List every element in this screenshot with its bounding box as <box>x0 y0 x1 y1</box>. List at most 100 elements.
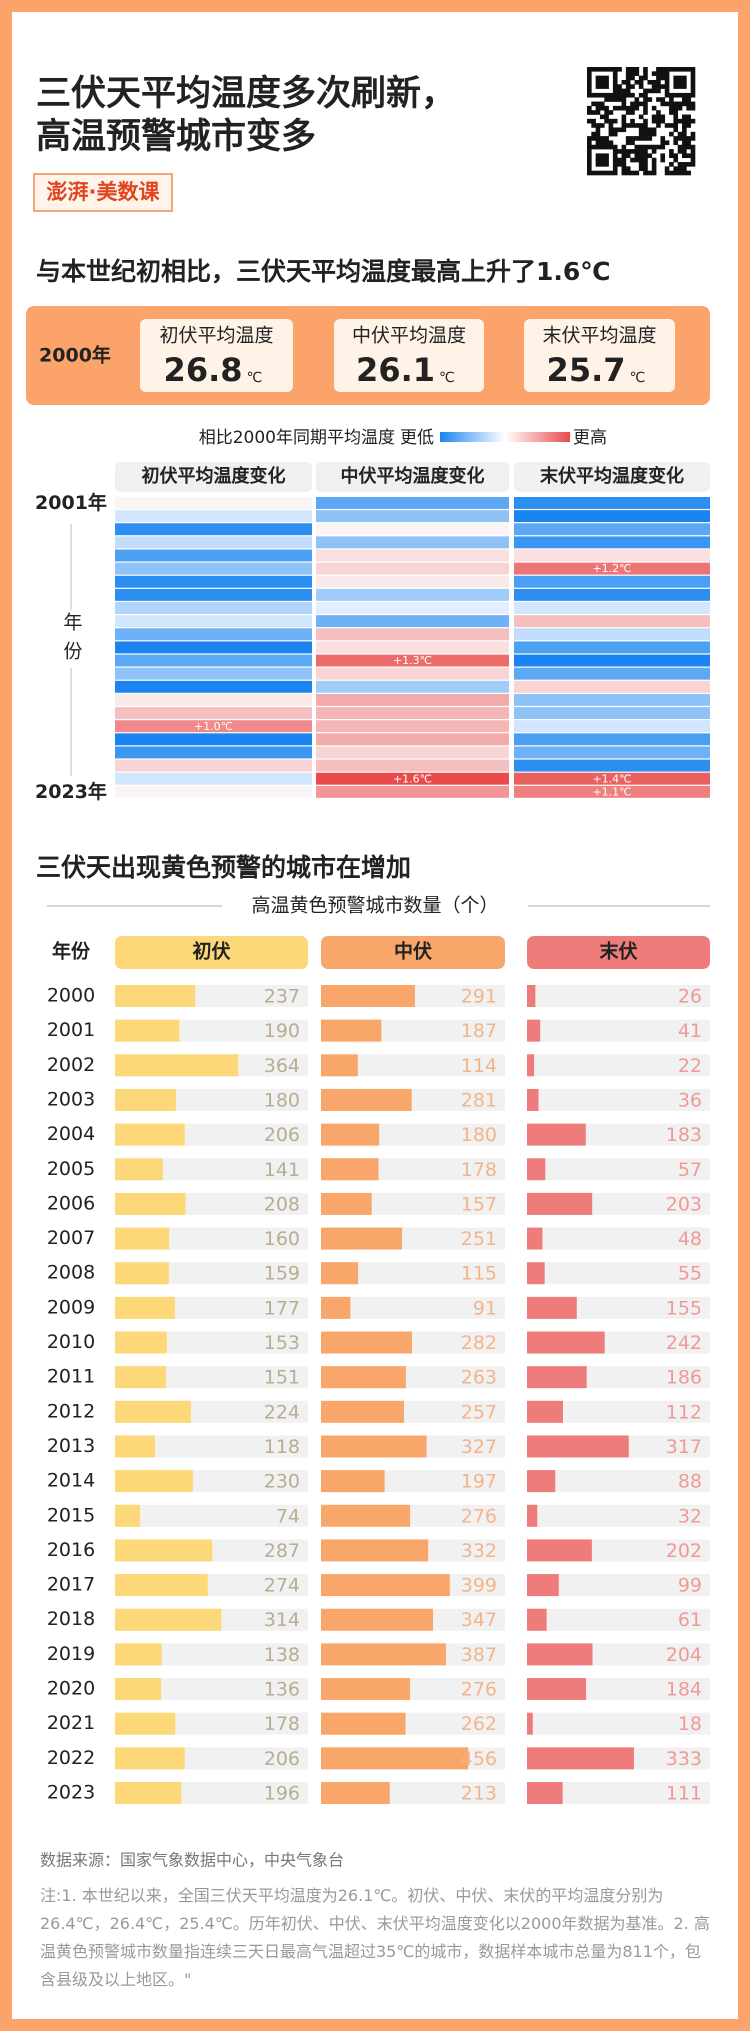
bar <box>321 1608 434 1631</box>
heat-cell <box>316 772 509 785</box>
qr-module <box>621 157 627 163</box>
qr-module <box>630 101 635 107</box>
qr-module <box>643 136 648 141</box>
value-label: 99 <box>678 1575 702 1597</box>
qr-module <box>643 92 648 98</box>
qr-module <box>612 131 618 137</box>
qr-module <box>599 101 605 107</box>
qr-module <box>591 92 596 98</box>
bar <box>321 1158 379 1181</box>
qr-module <box>608 131 614 137</box>
qr-module <box>638 92 644 98</box>
qr-module <box>604 105 609 111</box>
value-label: 274 <box>264 1575 300 1597</box>
qr-module <box>660 157 666 163</box>
heat-cell <box>514 746 710 759</box>
bar <box>527 1574 559 1597</box>
qr-module <box>682 123 687 128</box>
qr-module <box>625 92 631 98</box>
heat-cell <box>514 602 710 614</box>
qr-module <box>638 84 644 89</box>
qr-module <box>682 79 687 85</box>
heat-cell <box>514 575 710 588</box>
qr-module <box>612 166 618 171</box>
bar-track <box>115 1158 308 1181</box>
qr-module <box>617 105 622 111</box>
qr-module <box>647 170 653 176</box>
qr-module <box>651 84 657 89</box>
qr-module <box>682 144 687 150</box>
qr-module <box>587 136 592 141</box>
bar-track <box>321 1296 505 1319</box>
qr-module <box>634 79 640 85</box>
heat-cell <box>316 497 509 509</box>
qr-module <box>608 123 614 128</box>
qr-module <box>682 149 687 154</box>
qr-module <box>673 170 679 176</box>
value-label: 183 <box>666 1124 702 1146</box>
qr-module <box>643 101 648 107</box>
qr-module <box>651 131 657 137</box>
y-tick-label: 2006 <box>47 1192 95 1214</box>
qr-module <box>599 136 605 141</box>
qr-module <box>612 67 618 72</box>
qr-module <box>604 67 609 72</box>
qr-module <box>673 101 679 107</box>
qr-module <box>651 170 657 176</box>
bar <box>115 1331 167 1354</box>
value-label: 118 <box>264 1436 300 1458</box>
qr-module <box>621 144 627 150</box>
qr-module <box>604 84 609 89</box>
card-value: 25.7 <box>547 351 626 389</box>
card-unit: ℃ <box>439 370 455 386</box>
qr-module <box>591 110 596 115</box>
value-label: 180 <box>264 1089 300 1111</box>
bar <box>527 985 536 1007</box>
qr-module <box>621 149 627 154</box>
qr-module <box>599 157 605 163</box>
qr-module <box>643 75 648 81</box>
heat-cell <box>115 510 312 523</box>
qr-module <box>677 170 683 176</box>
value-label: 327 <box>461 1436 497 1458</box>
qr-module <box>604 97 609 102</box>
heat-cell <box>115 588 312 601</box>
value-label: 141 <box>264 1159 300 1181</box>
bar <box>321 1435 427 1458</box>
qr-module <box>617 157 622 163</box>
qr-module <box>677 166 683 171</box>
heat-cell <box>115 536 312 549</box>
y-tick-label: 2014 <box>47 1470 95 1492</box>
value-label: 32 <box>678 1505 702 1527</box>
qr-module <box>673 75 679 81</box>
heat-cell <box>514 497 710 509</box>
series-header-box <box>321 936 505 969</box>
heat-cell <box>514 615 710 628</box>
ylabel-bg <box>58 610 84 668</box>
qr-module <box>669 101 674 107</box>
qr-module <box>669 162 674 167</box>
heat-cell <box>316 549 509 562</box>
qr-module <box>604 140 609 146</box>
qr-module <box>612 144 618 150</box>
bar <box>527 1054 535 1077</box>
qr-module <box>690 105 696 111</box>
qr-module <box>677 79 683 85</box>
qr-module <box>682 140 687 146</box>
y-tick-label: 2001 <box>47 1019 95 1041</box>
qr-module <box>643 105 648 111</box>
qr-module <box>599 79 605 85</box>
qr-module <box>630 136 635 141</box>
qr-module <box>612 92 618 98</box>
qr-module <box>651 127 657 133</box>
qr-module <box>595 127 601 133</box>
qr-module <box>625 71 631 76</box>
qr-module <box>682 118 687 124</box>
qr-module <box>638 136 644 141</box>
value-label: 160 <box>264 1228 300 1250</box>
qr-module <box>669 149 674 154</box>
qr-module <box>669 131 674 137</box>
qr-module <box>634 153 640 159</box>
qr-module <box>612 157 618 163</box>
